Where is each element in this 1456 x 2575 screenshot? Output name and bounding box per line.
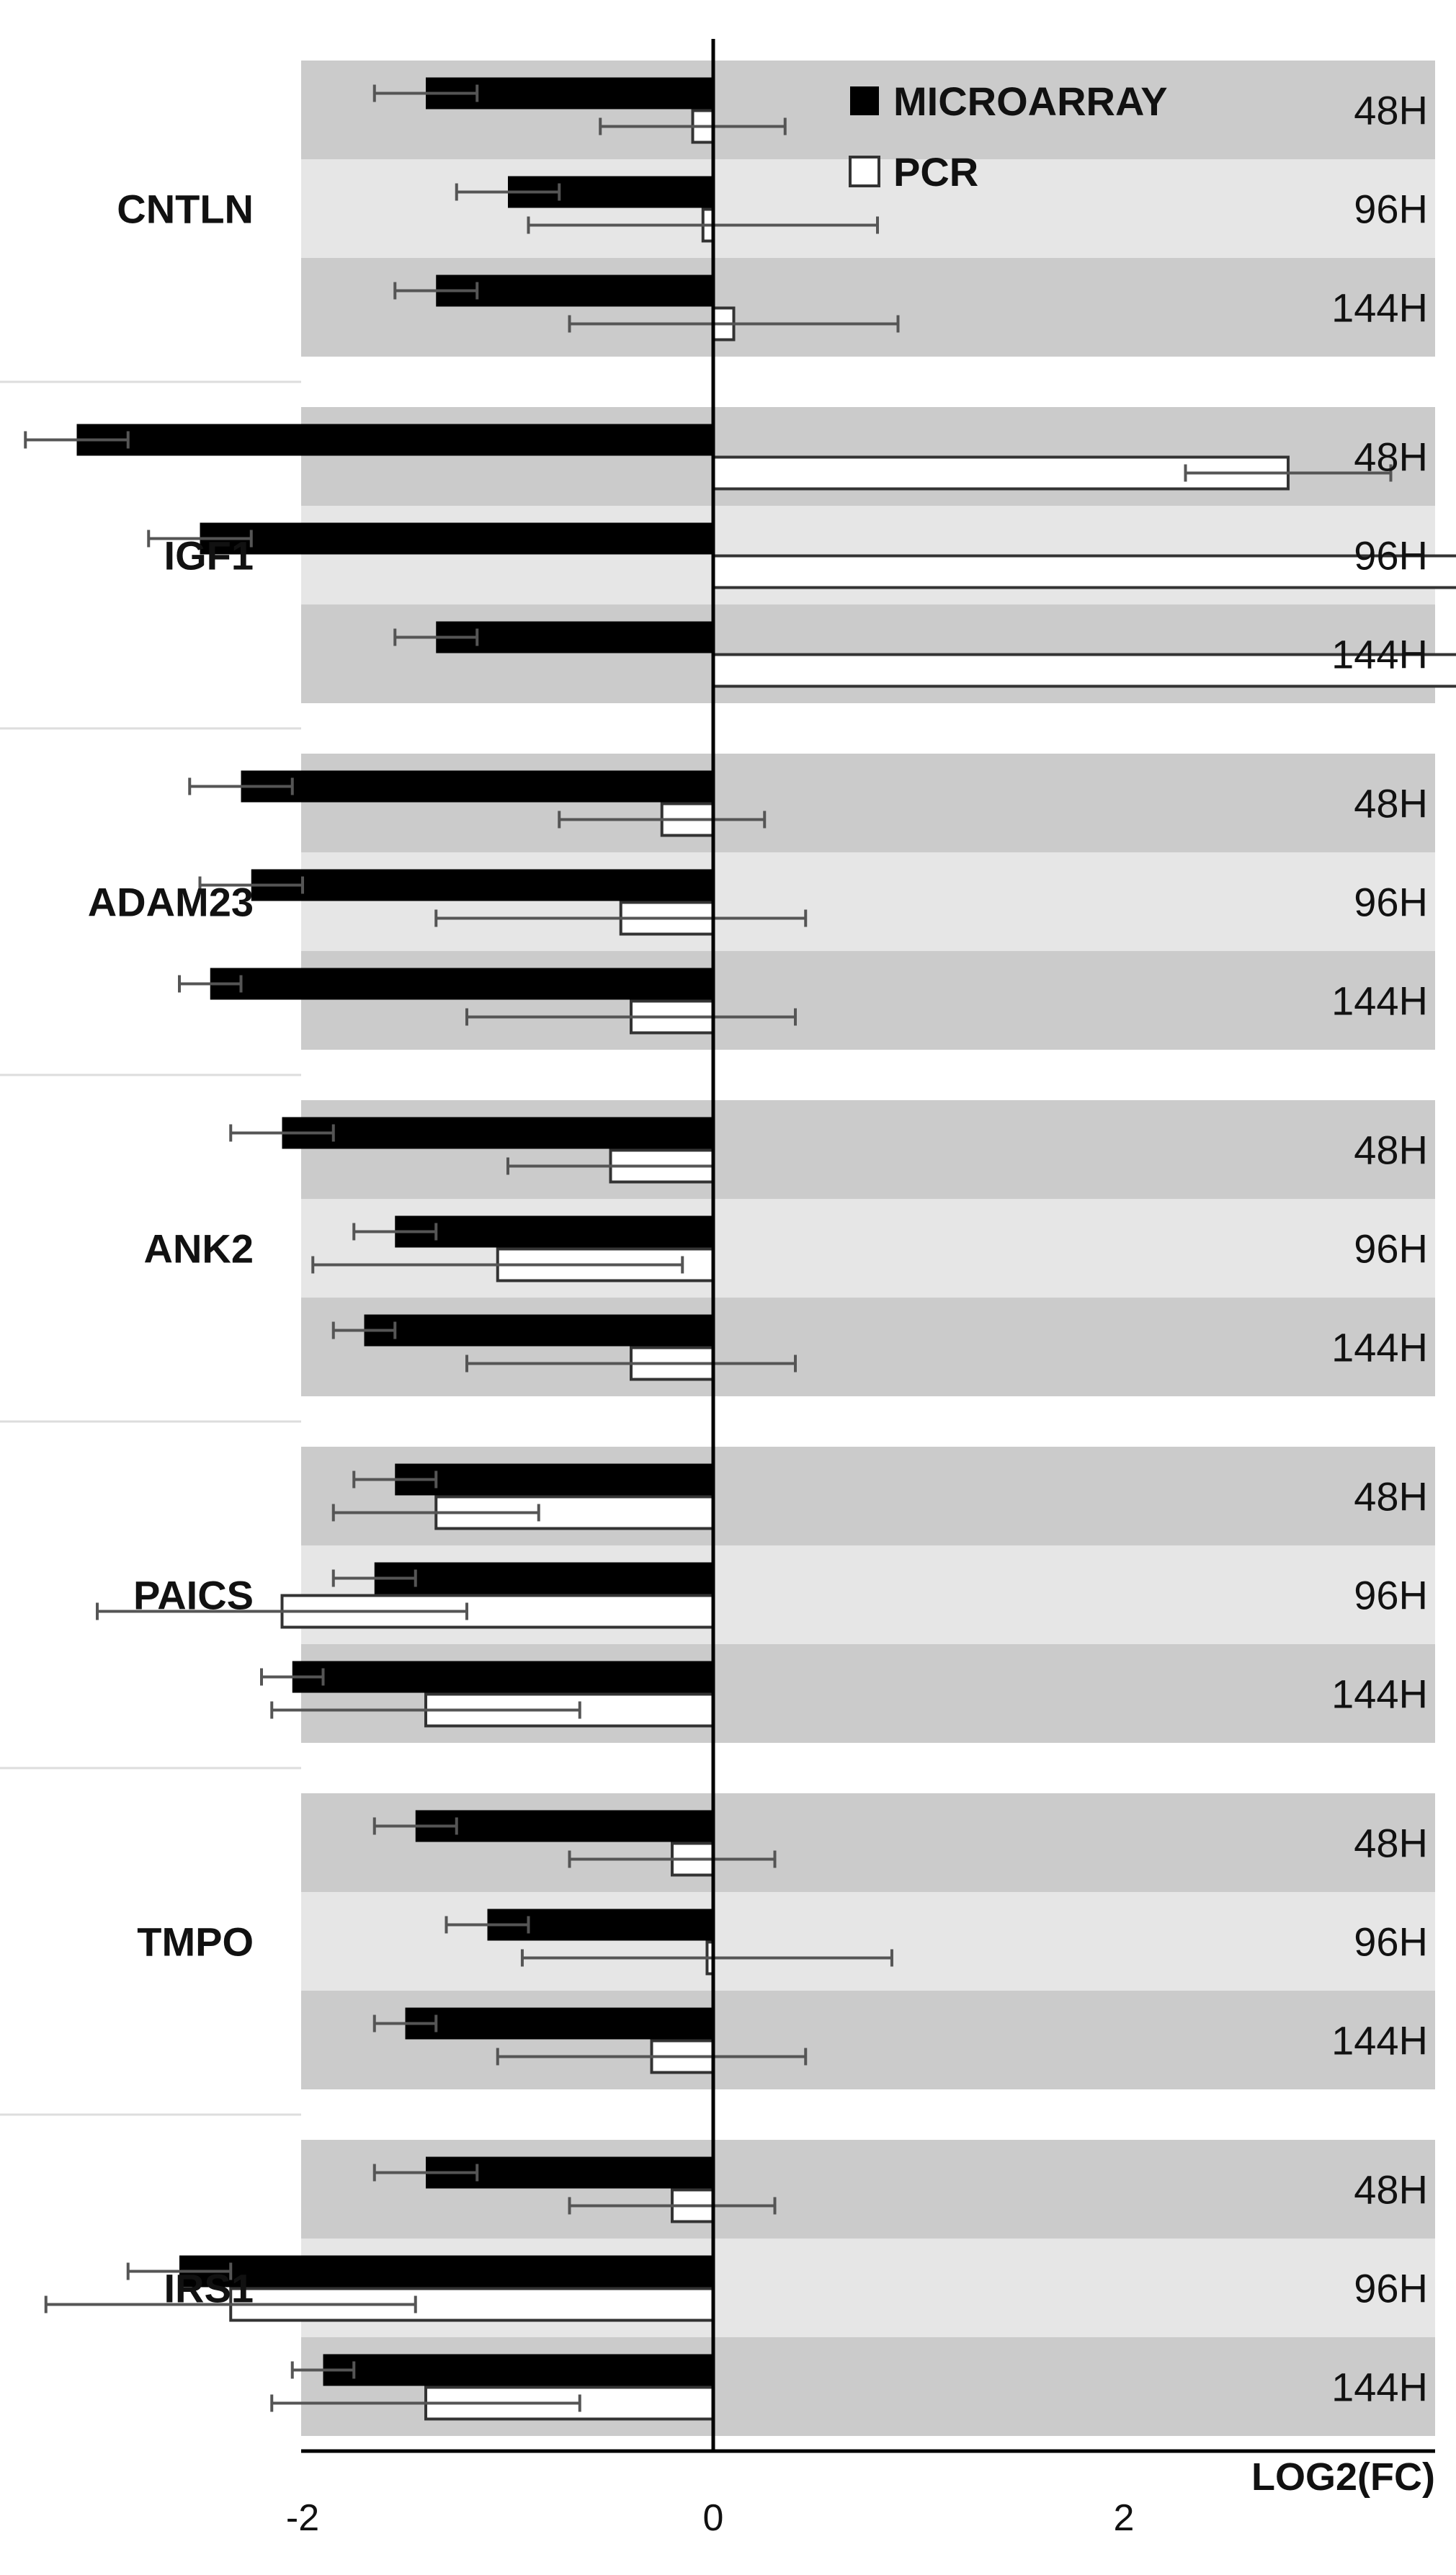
bar-microarray-ank2-96h (395, 1215, 713, 1248)
time-label-cntln-96h: 96H (1354, 187, 1428, 232)
row-band-ank2-96h (301, 1199, 1435, 1298)
row-band-ank2-48h (301, 1100, 1435, 1199)
bar-microarray-adam23-96h (251, 869, 713, 901)
legend-swatch-microarray (850, 86, 879, 115)
bar-microarray-cntln-144h (436, 275, 713, 307)
time-label-paics-96h: 96H (1354, 1573, 1428, 1618)
bar-microarray-paics-144h (292, 1661, 713, 1693)
row-band-tmpo-48h (301, 1793, 1435, 1892)
x-axis-title: LOG2(FC) (1251, 2455, 1435, 2499)
bar-microarray-adam23-48h (241, 770, 713, 803)
time-label-adam23-96h: 96H (1354, 880, 1428, 925)
x-tick-label: 0 (703, 2497, 724, 2539)
bars (24, 77, 1456, 2421)
gene-label-paics: PAICS (133, 1573, 254, 1618)
legend-label-microarray: MICROARRAY (893, 79, 1168, 124)
time-label-tmpo-96h: 96H (1354, 1919, 1428, 1965)
time-label-ank2-48h: 48H (1354, 1128, 1428, 1173)
gene-label-ank2: ANK2 (144, 1226, 254, 1272)
legend: MICROARRAY PCR (849, 79, 1168, 195)
bar-microarray-igf1-144h (436, 621, 713, 653)
bar-microarray-tmpo-144h (405, 2007, 713, 2040)
row-bands (301, 61, 1435, 2436)
legend-swatch-pcr (849, 156, 880, 187)
bar-pcr-igf1-96h (712, 554, 1456, 589)
bar-microarray-paics-48h (395, 1463, 713, 1496)
bar-pcr-igf1-144h (712, 653, 1456, 688)
bar-microarray-paics-96h (374, 1562, 713, 1594)
time-label-ank2-144h: 144H (1331, 1325, 1428, 1370)
gene-label-adam23: ADAM23 (88, 880, 254, 925)
time-label-adam23-48h: 48H (1354, 781, 1428, 826)
bar-microarray-ank2-144h (364, 1314, 713, 1347)
time-label-irs1-144h: 144H (1331, 2365, 1428, 2410)
gene-label-igf1: IGF1 (164, 533, 254, 579)
time-label-paics-144h: 144H (1331, 1672, 1428, 1717)
bar-microarray-irs1-96h (179, 2255, 713, 2288)
time-label-tmpo-144h: 144H (1331, 2018, 1428, 2063)
gene-label-irs1: IRS1 (164, 2266, 254, 2311)
time-label-cntln-144h: 144H (1331, 285, 1428, 331)
gene-label-tmpo: TMPO (137, 1919, 254, 1965)
time-label-cntln-48h: 48H (1354, 88, 1428, 133)
time-label-ank2-96h: 96H (1354, 1226, 1428, 1272)
bar-microarray-adam23-144h (210, 968, 713, 1000)
time-label-igf1-96h: 96H (1354, 533, 1428, 579)
bar-microarray-tmpo-48h (415, 1810, 713, 1842)
time-label-adam23-144h: 144H (1331, 978, 1428, 1024)
x-tick-label: 2 (1114, 2497, 1135, 2539)
row-band-tmpo-144h (301, 1991, 1435, 2089)
gene-separators (0, 380, 301, 2116)
time-label-irs1-96h: 96H (1354, 2266, 1428, 2311)
time-label-irs1-48h: 48H (1354, 2167, 1428, 2213)
labels: 48H 96H 144H CNTLN 48H 96H 144H IGF1 48H 96H 144H A… (88, 88, 1428, 2410)
x-tick-label: -2 (286, 2497, 319, 2539)
legend-label-pcr: PCR (893, 149, 978, 195)
bar-microarray-irs1-144h (323, 2354, 713, 2386)
x-axis: LOG2(FC) -4-20246 (286, 2449, 1435, 2539)
time-label-igf1-144h: 144H (1331, 632, 1428, 677)
bar-microarray-igf1-96h (200, 522, 713, 555)
row-band-adam23-96h (301, 852, 1435, 951)
row-band-tmpo-96h (301, 1892, 1435, 1991)
row-band-cntln-144h (301, 258, 1435, 357)
bar-microarray-igf1-48h (76, 424, 713, 456)
row-band-adam23-48h (301, 754, 1435, 852)
gene-label-cntln: CNTLN (117, 187, 254, 232)
row-band-adam23-144h (301, 951, 1435, 1050)
row-band-irs1-48h (301, 2140, 1435, 2239)
time-label-paics-48h: 48H (1354, 1474, 1428, 1519)
bar-microarray-ank2-48h (282, 1117, 713, 1149)
row-band-ank2-144h (301, 1298, 1435, 1396)
time-label-igf1-48h: 48H (1354, 434, 1428, 480)
time-label-tmpo-48h: 48H (1354, 1821, 1428, 1866)
